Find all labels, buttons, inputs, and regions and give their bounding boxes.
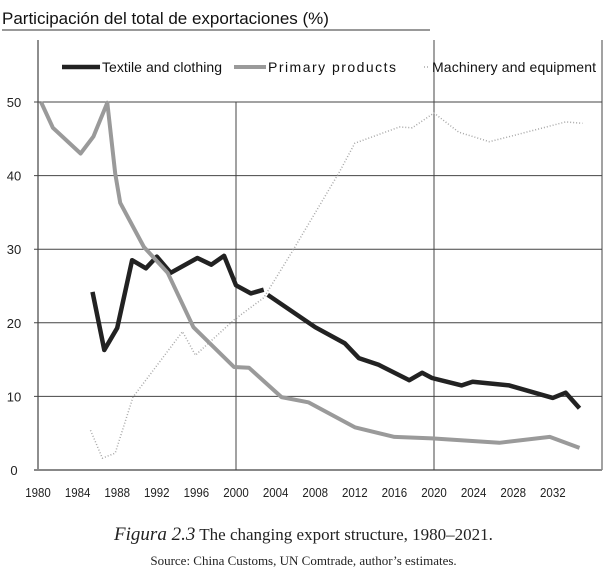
y-tick-label: 30 [7, 242, 21, 257]
figure-caption: Figura 2.3 The changing export structure… [0, 524, 607, 546]
y-tick-label: 50 [7, 95, 21, 110]
x-tick-label: 2008 [302, 486, 328, 501]
x-tick-label: 1988 [104, 486, 130, 501]
legend-label: Textile and clothing [102, 59, 222, 75]
y-tick-label: 10 [7, 389, 21, 404]
x-tick-label: 2000 [223, 486, 249, 501]
figure-source: Source: China Customs, UN Comtrade, auth… [150, 553, 457, 568]
series-line-primary-products [39, 100, 581, 450]
x-tick-label: 1992 [144, 486, 170, 501]
x-tick-label: 2012 [342, 486, 368, 501]
x-tick-label: 2016 [382, 486, 408, 501]
x-tick-label: 2032 [540, 486, 566, 501]
series-line-machinery-and-equipment [89, 112, 583, 459]
figure-label: Figura 2.3 [114, 524, 196, 545]
x-tick-label: 2024 [461, 486, 487, 501]
y-tick-label: 40 [7, 169, 21, 184]
y-tick-label: 0 [10, 463, 17, 478]
x-tick-label: 2028 [500, 486, 526, 501]
series-line-textile-and-clothing [266, 292, 582, 410]
series-line-textile-and-clothing [90, 253, 265, 353]
line-chart: Participación del total de exportaciones… [2, 9, 603, 501]
legend-label: Primary products [268, 59, 396, 75]
x-tick-label: 1980 [25, 486, 51, 501]
y-tick-label: 20 [7, 316, 21, 331]
x-tick-label: 2004 [263, 486, 289, 501]
x-tick-label: 1984 [65, 486, 91, 501]
figure-text: The changing export structure, 1980–2021… [199, 525, 493, 544]
chart-title: Participación del total de exportaciones… [2, 9, 329, 28]
x-tick-label: 2020 [421, 486, 447, 501]
legend-label: Machinery and equipment [432, 59, 596, 75]
x-tick-label: 1996 [184, 486, 210, 501]
